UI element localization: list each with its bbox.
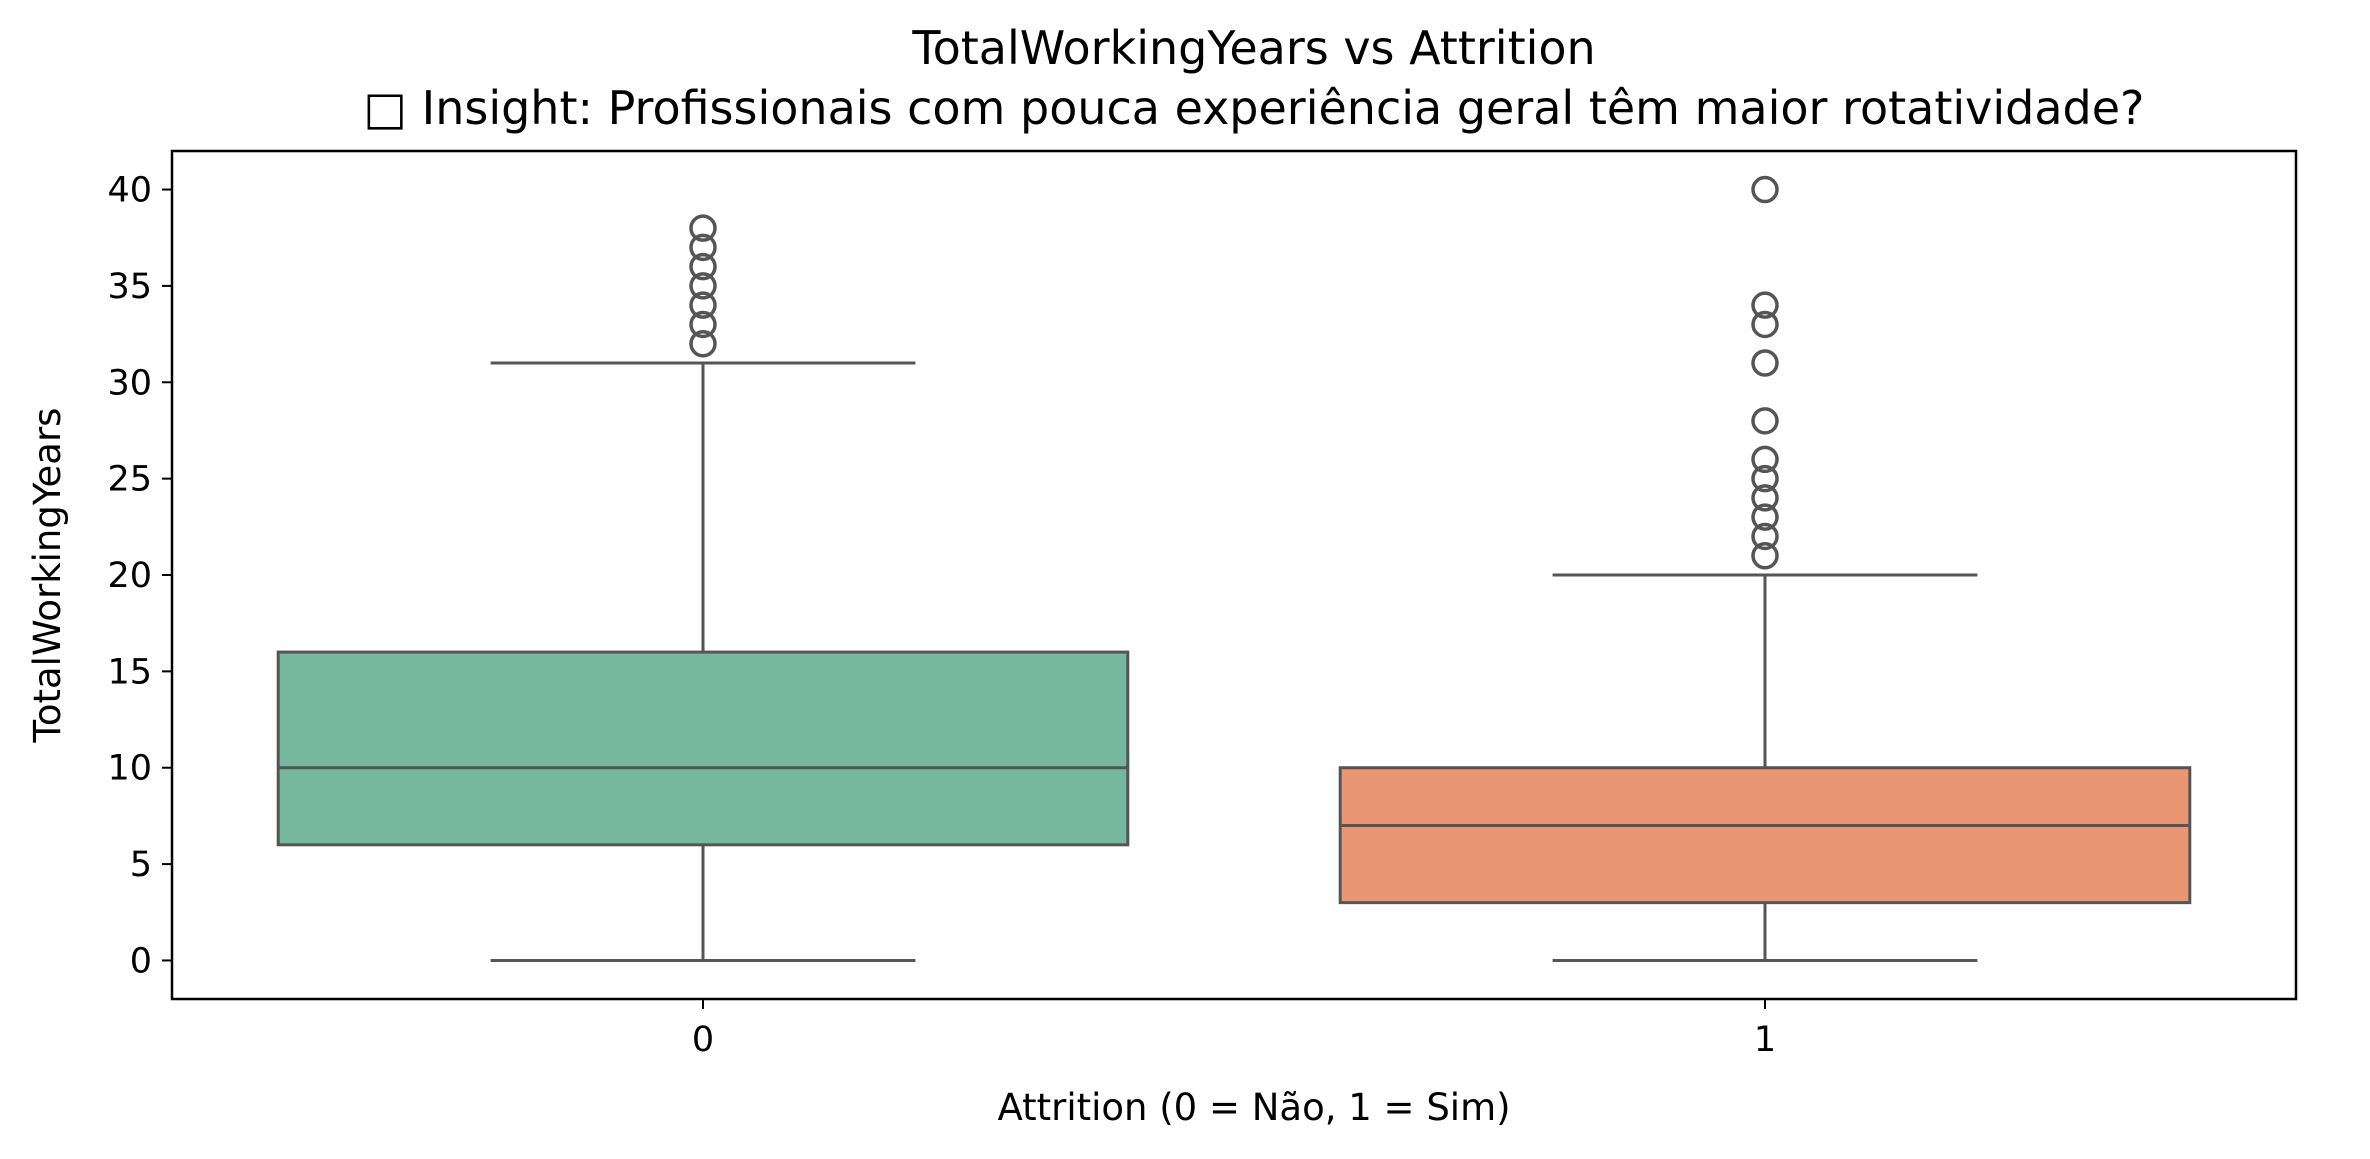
outlier-point xyxy=(689,252,717,281)
chart-title: TotalWorkingYears vs Attrition xyxy=(911,21,1595,75)
outlier-point xyxy=(1751,541,1779,570)
y-tick-label: 10 xyxy=(107,749,152,789)
x-tick-label: 1 xyxy=(1754,1020,1776,1060)
outlier-point xyxy=(689,272,717,300)
y-axis-label: TotalWorkingYears xyxy=(26,408,69,744)
y-tick-label: 25 xyxy=(107,460,152,500)
outlier-point xyxy=(1751,291,1779,319)
y-tick-label: 5 xyxy=(130,845,152,885)
box-iqr xyxy=(1338,766,2192,905)
y-tick-label: 30 xyxy=(107,363,152,403)
outlier-point xyxy=(689,291,717,319)
y-tick-label: 15 xyxy=(107,652,152,692)
outlier-point xyxy=(1751,407,1779,435)
outlier-point xyxy=(1751,484,1779,512)
box-iqr xyxy=(276,650,1130,847)
outlier-point xyxy=(1751,175,1779,204)
y-tick-label: 0 xyxy=(130,941,152,981)
outlier-point xyxy=(1751,310,1779,339)
plot-frame xyxy=(170,149,2298,1001)
x-axis-label: Attrition (0 = Não, 1 = Sim) xyxy=(997,1086,1510,1129)
outlier-point xyxy=(1751,445,1779,474)
outlier-point xyxy=(1751,349,1779,377)
outlier-point xyxy=(1751,464,1779,493)
plot-area: 0 5 10 15 20 25 30 35 40 0 1 xyxy=(107,171,2192,1060)
outlier-point xyxy=(1751,503,1779,531)
outlier-point xyxy=(689,310,717,339)
chart-subtitle: □ Insight: Profissionais com pouca exper… xyxy=(364,81,2145,135)
outlier-point xyxy=(689,233,717,262)
outlier-point xyxy=(1751,522,1779,551)
outlier-point xyxy=(689,214,717,242)
outlier-point xyxy=(689,329,717,358)
y-tick-label: 40 xyxy=(107,171,152,211)
x-tick-label: 0 xyxy=(692,1020,714,1060)
y-tick-label: 35 xyxy=(107,267,152,307)
y-tick-label: 20 xyxy=(107,556,152,596)
